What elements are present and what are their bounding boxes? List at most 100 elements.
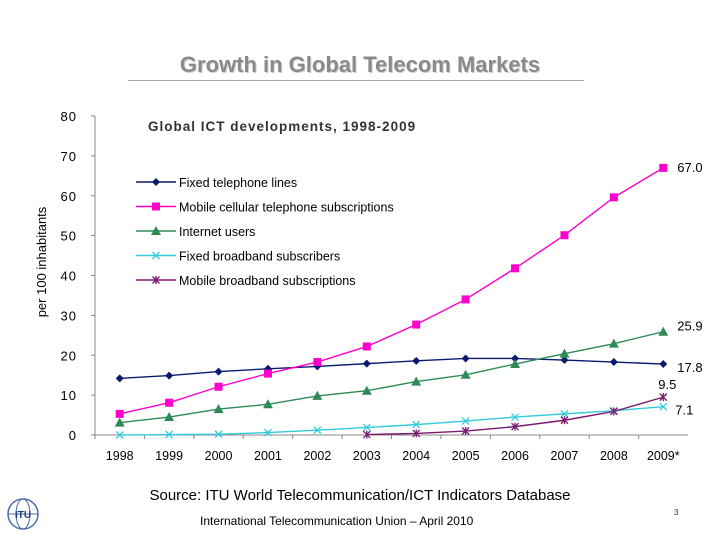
data-point	[412, 320, 421, 329]
data-point	[411, 376, 422, 386]
y-tick-label: 0	[69, 428, 77, 443]
data-point	[263, 369, 272, 378]
slide-title: Growth in Global Telecom Markets	[179, 52, 541, 77]
footer-text: International Telecommunication Union – …	[200, 514, 474, 528]
data-point	[560, 356, 569, 365]
data-point	[214, 430, 223, 439]
data-point	[511, 422, 520, 431]
data-point	[165, 371, 174, 380]
data-point	[511, 354, 520, 363]
data-point	[213, 404, 224, 414]
y-tick-label: 30	[61, 308, 77, 323]
data-point	[165, 398, 174, 407]
data-point	[152, 251, 160, 260]
data-point	[115, 409, 124, 418]
data-point	[115, 431, 124, 439]
legend-label: Internet users	[179, 225, 255, 239]
data-point	[461, 427, 470, 436]
data-point	[461, 417, 470, 426]
data-point	[164, 412, 175, 422]
data-point	[461, 295, 470, 304]
data-point	[115, 374, 124, 383]
y-tick-label: 60	[61, 189, 77, 204]
data-point	[560, 231, 569, 240]
data-point	[510, 359, 521, 369]
x-tick-label: 2007	[551, 449, 579, 463]
y-tick-label: 50	[61, 229, 77, 244]
data-point	[511, 264, 520, 273]
data-point	[412, 420, 421, 429]
data-point	[152, 276, 160, 284]
data-point	[362, 423, 371, 432]
data-point	[313, 426, 322, 435]
data-point	[362, 359, 371, 368]
data-point	[263, 428, 272, 437]
series-line-0	[119, 357, 664, 380]
data-point	[262, 399, 273, 409]
data-point	[152, 178, 160, 186]
end-value-label: 67.0	[677, 160, 702, 175]
source-note: Source: ITU World Telecommunication/ICT …	[149, 487, 571, 504]
y-tick-label: 70	[61, 149, 77, 164]
data-point	[152, 202, 160, 211]
data-point	[312, 390, 323, 400]
data-point	[362, 342, 371, 351]
series-line-1	[119, 167, 664, 415]
data-point	[609, 407, 618, 416]
logo-text: ITU	[15, 510, 31, 521]
x-tick-label: 2009*	[647, 449, 680, 463]
legend-label: Fixed broadband subscribers	[179, 250, 340, 264]
data-point	[659, 163, 668, 172]
end-value-label: 7.1	[675, 403, 693, 418]
x-tick-label: 2001	[254, 449, 282, 463]
data-point	[461, 354, 470, 363]
data-point	[659, 402, 668, 411]
end-value-label: 17.8	[677, 360, 702, 375]
itu-logo-icon: ITU	[7, 498, 39, 530]
y-tick-label: 20	[61, 348, 77, 363]
data-point	[361, 385, 372, 395]
data-point	[412, 356, 421, 365]
x-tick-label: 2008	[600, 449, 628, 463]
series-line-2	[119, 331, 664, 424]
data-point	[313, 358, 322, 367]
legend-label: Fixed telephone lines	[179, 176, 297, 190]
legend-label: Mobile cellular telephone subscriptions	[179, 201, 394, 215]
data-point	[658, 326, 669, 336]
data-point	[151, 226, 161, 235]
series-markers	[114, 163, 669, 439]
x-tick-labels: 1998 1999 2000 2001 2002 2003 2004 2005 2006 2007…	[94, 435, 680, 463]
data-point	[114, 417, 125, 427]
data-point	[511, 413, 520, 422]
y-axis-label: per 100 inhabitants	[34, 206, 49, 317]
x-tick-label: 2003	[353, 449, 381, 463]
x-tick-label: 2005	[452, 449, 480, 463]
line-chart: 0 10 20 30 40 50 60 70 80 1998 1999 2000 2001 2002 20…	[34, 109, 703, 463]
data-point	[659, 393, 668, 402]
chart-legend: Fixed telephone lines Mobile cellular tel…	[136, 176, 394, 288]
x-tick-label: 1999	[155, 449, 183, 463]
end-labels: 17.8 67.0 25.9 7.1 9.5	[658, 160, 702, 418]
end-value-label: 9.5	[658, 377, 676, 392]
title-underline	[128, 80, 584, 81]
x-tick-label: 2000	[205, 449, 233, 463]
x-tick-label: 2004	[402, 449, 430, 463]
page-number: 3	[674, 508, 679, 517]
data-point	[608, 338, 619, 348]
data-point	[559, 348, 570, 358]
data-point	[412, 429, 421, 438]
data-point	[214, 367, 223, 376]
data-point	[165, 430, 174, 439]
x-tick-label: 2006	[501, 449, 529, 463]
chart-title: Global ICT developments, 1998-2009	[148, 119, 416, 134]
x-tick-label: 1998	[106, 449, 134, 463]
end-value-label: 25.9	[677, 319, 702, 334]
y-tick-label: 10	[61, 388, 77, 403]
data-point	[460, 369, 471, 379]
y-tick-labels: 0 10 20 30 40 50 60 70 80	[61, 109, 95, 443]
y-tick-label: 40	[61, 269, 77, 284]
data-point	[609, 193, 618, 202]
data-point	[214, 382, 223, 391]
data-point	[609, 358, 618, 367]
series-line-3	[119, 405, 664, 436]
